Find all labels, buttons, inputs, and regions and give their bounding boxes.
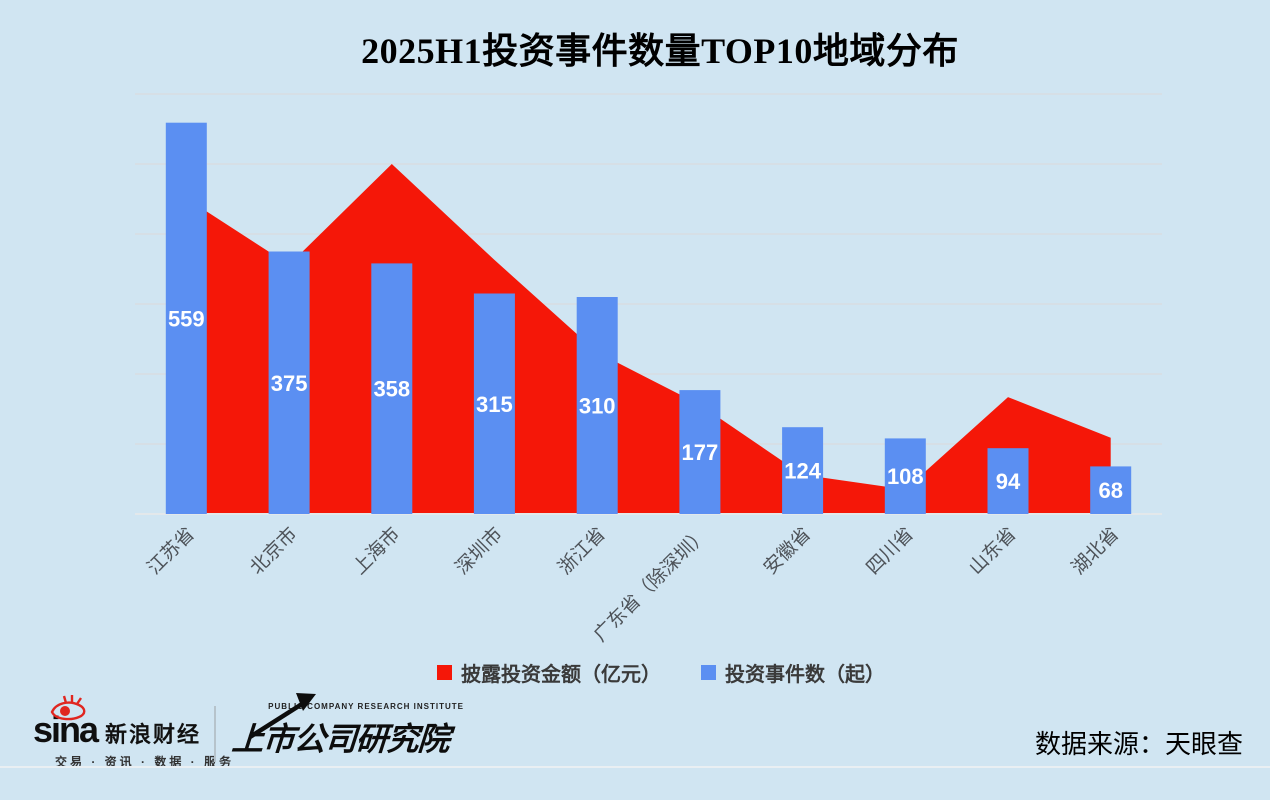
- bar-浙江省: [576, 297, 618, 514]
- data-source: 数据来源：天眼查: [1034, 729, 1243, 759]
- bar-四川省: [884, 438, 926, 514]
- x-axis-label: 四川省: [862, 523, 918, 579]
- bar-湖北省: [1090, 466, 1132, 514]
- x-axis-label: 江苏省: [143, 523, 199, 579]
- bar-value-label: 177: [682, 440, 719, 465]
- bar-北京市: [268, 251, 310, 514]
- bar-value-label: 310: [579, 394, 616, 419]
- sina-tagline: 交易 · 资讯 · 数据 · 服务: [55, 755, 234, 769]
- bar-value-label: 358: [373, 377, 410, 402]
- x-axis-label: 北京市: [246, 523, 302, 579]
- bar-value-label: 559: [168, 306, 205, 331]
- x-axis-label: 湖北省: [1067, 523, 1123, 579]
- sina-wordmark: sina: [33, 709, 99, 750]
- bar-value-label: 315: [476, 392, 513, 417]
- footer-divider: [214, 706, 216, 762]
- x-axis-label: 深圳市: [451, 523, 507, 579]
- x-axis-label: 山东省: [965, 523, 1021, 579]
- sina-eye-icon: [50, 695, 86, 721]
- area-series-investment-amount: [186, 164, 1111, 514]
- x-axis-label: 安徽省: [759, 523, 815, 579]
- bar-山东省: [987, 448, 1029, 514]
- legend-item-event-count: 投资事件数（起）: [701, 658, 885, 687]
- footer-rule: [0, 766, 1270, 768]
- sina-finance-logo: sina 新浪财经 交易 · 资讯 · 数据 · 服务: [33, 695, 234, 770]
- legend-item-investment-amount: 披露投资金额（亿元）: [437, 658, 661, 687]
- institute-name-cn: 上市公司研究院: [230, 721, 451, 757]
- legend-label-event-count: 投资事件数（起）: [725, 664, 885, 686]
- bar-value-label: 375: [271, 371, 308, 396]
- bar-上海市: [371, 263, 413, 514]
- bar-value-label: 108: [887, 464, 924, 489]
- legend-swatch-red: [437, 665, 452, 680]
- institute-logo: PUBLIC COMPANY RESEARCH INSTITUTE 上市公司研究…: [230, 693, 464, 760]
- bar-value-label: 124: [784, 459, 821, 484]
- legend-swatch-blue: [701, 665, 716, 680]
- combo-chart: 559 375 358 315 310 177 124 108 94 68 江苏省 北京市 上海市 深圳市…: [135, 93, 1162, 646]
- legend-label-investment-amount: 披露投资金额（亿元）: [461, 664, 661, 686]
- x-axis-label: 广东省（除深圳）: [589, 523, 712, 646]
- chart-title: 2025H1投资事件数量TOP10地域分布: [361, 31, 959, 71]
- bar-广东省（除深圳）: [679, 390, 721, 514]
- institute-name-en: PUBLIC COMPANY RESEARCH INSTITUTE: [268, 702, 464, 711]
- chart-legend: 披露投资金额（亿元） 投资事件数（起）: [26, 658, 1270, 687]
- bar-value-label: 94: [996, 469, 1021, 494]
- bar-江苏省: [165, 122, 207, 514]
- bar-value-label: 68: [1098, 478, 1122, 503]
- x-axis-label: 上海市: [348, 523, 404, 579]
- bar-安徽省: [782, 427, 824, 514]
- x-axis-label: 浙江省: [554, 523, 610, 579]
- bar-深圳市: [473, 293, 515, 514]
- sina-finance-brand: 新浪财经: [105, 722, 202, 747]
